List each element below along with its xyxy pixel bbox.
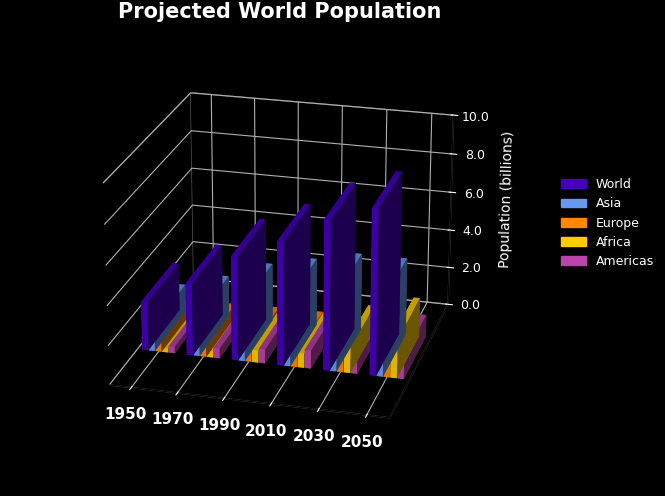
Title: Projected World Population: Projected World Population [118, 2, 441, 22]
Legend: World, Asia, Europe, Africa, Americas: World, Asia, Europe, Africa, Americas [555, 173, 659, 273]
